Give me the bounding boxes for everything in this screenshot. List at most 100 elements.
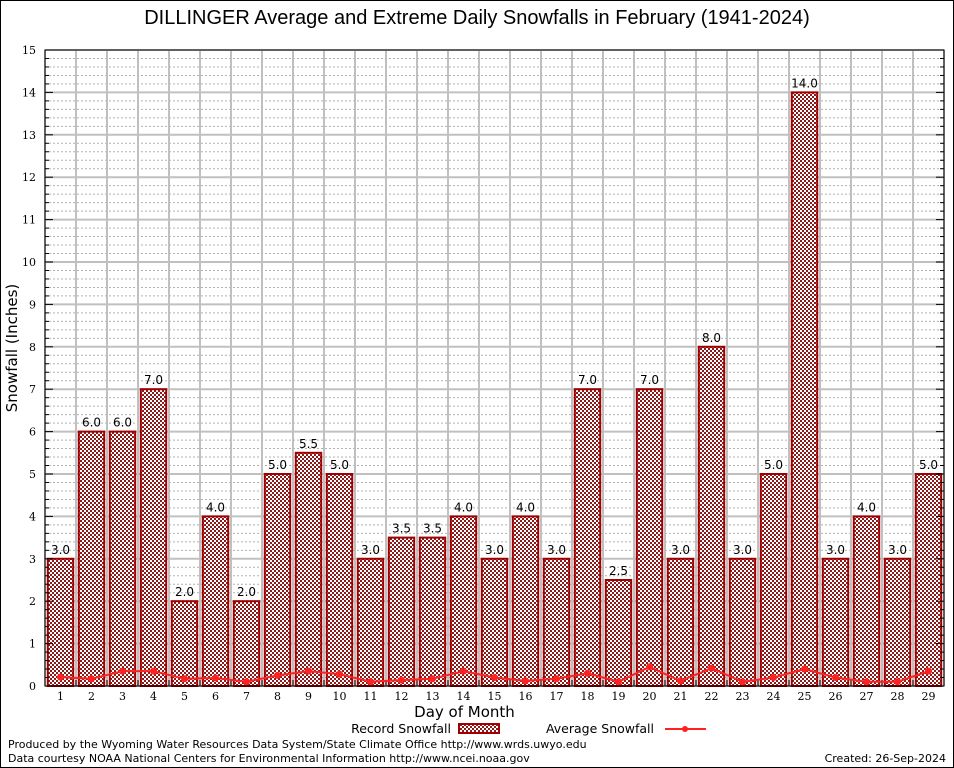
bar-day-11 bbox=[356, 557, 385, 687]
chart-title: DILLINGER Average and Extreme Daily Snow… bbox=[144, 7, 810, 29]
legend-average-marker bbox=[682, 726, 688, 732]
average-point-day-28 bbox=[894, 678, 901, 686]
bar-value-label: 3.0 bbox=[888, 543, 907, 557]
average-point-day-8 bbox=[274, 671, 281, 679]
average-point-day-23 bbox=[739, 678, 746, 686]
x-tick-label: 16 bbox=[519, 690, 533, 703]
average-point-day-2 bbox=[88, 675, 95, 683]
average-point-day-24 bbox=[770, 674, 777, 682]
average-point-day-19 bbox=[615, 678, 622, 686]
x-tick-label: 4 bbox=[150, 690, 157, 703]
y-tick-label: 0 bbox=[29, 680, 36, 693]
bar-day-9 bbox=[294, 451, 323, 687]
bar-day-25 bbox=[790, 91, 819, 687]
x-tick-label: 14 bbox=[457, 690, 471, 703]
x-tick-label: 5 bbox=[181, 690, 188, 703]
bar-day-18 bbox=[573, 388, 602, 687]
legend-average-label: Average Snowfall bbox=[546, 721, 654, 736]
y-tick-label: 7 bbox=[29, 383, 36, 396]
created-date: Created: 26-Sep-2024 bbox=[824, 752, 946, 765]
bar-day-17 bbox=[542, 557, 571, 687]
y-tick-label: 2 bbox=[29, 595, 36, 608]
x-tick-label: 11 bbox=[364, 690, 378, 703]
y-tick-label: 6 bbox=[29, 426, 36, 439]
average-point-day-17 bbox=[553, 675, 560, 683]
bar-value-label: 3.0 bbox=[671, 543, 690, 557]
x-tick-label: 22 bbox=[705, 690, 719, 703]
x-tick-label: 15 bbox=[488, 690, 502, 703]
bar-day-22 bbox=[697, 345, 726, 687]
bar-value-label: 5.0 bbox=[330, 458, 349, 472]
bar-day-19 bbox=[604, 579, 633, 687]
average-point-day-26 bbox=[832, 674, 839, 682]
legend-record-swatch bbox=[458, 723, 500, 734]
average-point-day-1 bbox=[57, 673, 64, 681]
x-tick-label: 3 bbox=[119, 690, 126, 703]
x-tick-label: 23 bbox=[736, 690, 750, 703]
average-point-day-4 bbox=[150, 667, 157, 675]
bar-value-label: 4.0 bbox=[516, 500, 535, 514]
bar-day-28 bbox=[883, 557, 912, 687]
bar-value-label: 14.0 bbox=[791, 76, 818, 90]
bar-value-label: 3.0 bbox=[547, 543, 566, 557]
average-point-day-9 bbox=[305, 667, 312, 675]
bar-day-26 bbox=[821, 557, 850, 687]
bar-value-label: 5.5 bbox=[299, 437, 318, 451]
average-point-day-14 bbox=[460, 667, 467, 675]
bar-day-7 bbox=[232, 600, 261, 688]
bar-day-15 bbox=[480, 557, 509, 687]
average-point-day-7 bbox=[243, 678, 250, 686]
y-tick-label: 1 bbox=[29, 638, 36, 651]
x-tick-label: 12 bbox=[395, 690, 409, 703]
y-axis-title: Snowfall (Inches) bbox=[3, 284, 21, 412]
average-point-day-5 bbox=[181, 675, 188, 683]
legend: Record Snowfall Average Snowfall bbox=[351, 721, 706, 736]
bar-value-label: 3.5 bbox=[423, 522, 442, 536]
produced-by-credit: Produced by the Wyoming Water Resources … bbox=[8, 738, 587, 751]
bar-day-6 bbox=[201, 515, 230, 688]
bar-day-8 bbox=[263, 473, 292, 687]
bar-day-12 bbox=[387, 536, 416, 687]
average-point-day-11 bbox=[367, 678, 374, 686]
x-tick-label: 18 bbox=[581, 690, 595, 703]
bar-value-label: 7.0 bbox=[640, 373, 659, 387]
x-tick-label: 27 bbox=[860, 690, 874, 703]
average-line bbox=[57, 663, 932, 686]
average-point-day-6 bbox=[212, 674, 219, 682]
y-tick-label: 3 bbox=[29, 553, 36, 566]
average-point-day-16 bbox=[522, 677, 529, 685]
average-point-day-22 bbox=[708, 664, 715, 672]
average-point-day-18 bbox=[584, 669, 591, 677]
data-courtesy-credit: Data courtesy NOAA National Centers for … bbox=[8, 752, 530, 765]
bar-day-21 bbox=[666, 557, 695, 687]
bar-value-label: 2.0 bbox=[175, 585, 194, 599]
bar-value-label: 4.0 bbox=[454, 500, 473, 514]
x-tick-label: 8 bbox=[274, 690, 281, 703]
bar-value-label: 5.0 bbox=[764, 458, 783, 472]
bar-value-label: 8.0 bbox=[702, 331, 721, 345]
average-point-day-12 bbox=[398, 676, 405, 684]
y-tick-label: 13 bbox=[22, 129, 36, 142]
x-tick-label: 21 bbox=[674, 690, 688, 703]
bar-value-label: 5.0 bbox=[268, 458, 287, 472]
x-tick-label: 6 bbox=[212, 690, 219, 703]
x-tick-label: 1 bbox=[57, 690, 64, 703]
x-tick-label: 24 bbox=[767, 690, 781, 703]
x-tick-label: 9 bbox=[305, 690, 312, 703]
x-tick-label: 10 bbox=[333, 690, 347, 703]
bar-value-label: 4.0 bbox=[857, 500, 876, 514]
x-tick-label: 2 bbox=[88, 690, 95, 703]
bar-value-label: 2.0 bbox=[237, 585, 256, 599]
average-point-day-20 bbox=[646, 663, 653, 671]
average-point-day-3 bbox=[119, 667, 126, 675]
bar-day-24 bbox=[759, 473, 788, 687]
bar-value-label: 4.0 bbox=[206, 500, 225, 514]
x-tick-label: 17 bbox=[550, 690, 564, 703]
bar-value-label: 5.0 bbox=[919, 458, 938, 472]
x-tick-label: 19 bbox=[612, 690, 626, 703]
average-point-day-27 bbox=[863, 678, 870, 686]
bar-day-13 bbox=[418, 536, 447, 687]
bar-value-label: 3.0 bbox=[733, 543, 752, 557]
